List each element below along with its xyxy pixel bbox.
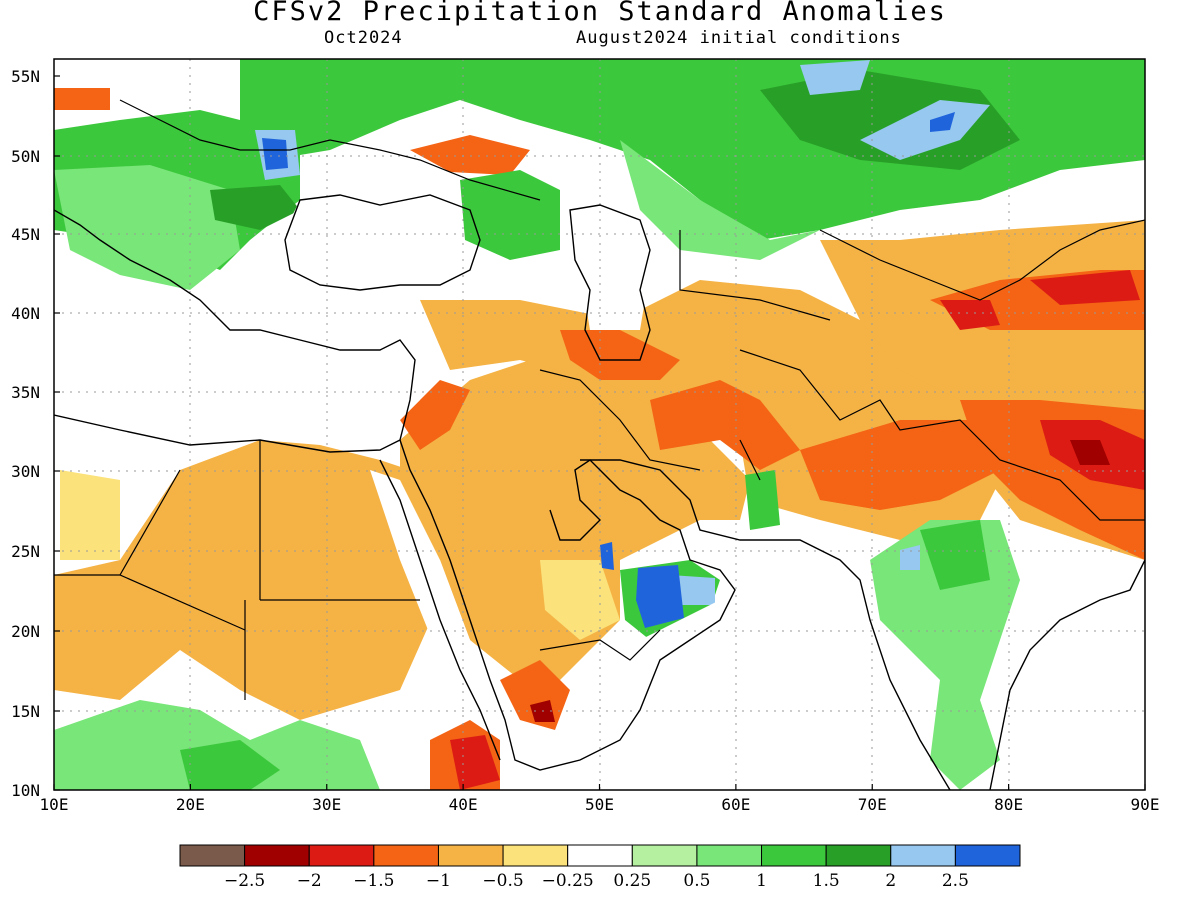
anomaly-region-siberia-extreme [930,112,955,132]
anomaly-region-gulf-very-wet [600,542,614,570]
colorbar-swatch [179,844,246,867]
chart-title: CFSv2 Precipitation Standard Anomalies [253,0,947,27]
colorbar-label: −0.25 [542,871,594,891]
lat-tick-label: 10N [11,781,40,800]
anomaly-region-russia-wet-light [620,140,820,260]
anomaly-neutral-caspian [570,210,650,330]
anomaly-region-caspian-n-deficit [410,135,530,175]
lat-tick-label: 15N [11,702,40,721]
lon-tick-label: 70E [858,795,887,814]
anomaly-region-iran-wet-deficit [560,330,680,380]
map-panel [54,59,1145,790]
colorbar-label: −2.5 [224,871,265,891]
forecast-month: Oct2024 [324,28,403,48]
lat-tick-label: 25N [11,542,40,561]
anomaly-neutral-red-sea [370,470,490,720]
lat-tick-label: 30N [11,462,40,481]
colorbar-label: −1 [426,871,451,891]
colorbar-swatch [761,844,827,867]
anomaly-region-caucasus-wet [460,170,560,260]
colorbar-label: 0.25 [613,871,651,891]
anomaly-region-ukraine-wet [210,185,300,230]
anomaly-region-kyrgyz-severe [940,300,1000,330]
colorbar-label: −1.5 [353,871,394,891]
latitude-ticks: 55N 50N 45N 40N 35N 30N 25N 20N 15N 10N [11,67,60,800]
lat-tick-label: 45N [11,225,40,244]
colorbar-label: 1.5 [813,871,840,891]
lon-tick-label: 90E [1131,795,1160,814]
lat-tick-label: 55N [11,67,40,86]
colorbar-swatch [825,844,892,867]
longitude-ticks: 10E 20E 30E 40E 50E 60E 70E 80E 90E [40,784,1160,814]
anomaly-region-afghanistan-deficit [650,380,800,470]
lat-tick-label: 20N [11,622,40,641]
anomaly-region-sahara-light [60,470,120,560]
anomaly-region-kazakhstan-wet [760,70,1020,170]
lat-tick-label: 50N [11,147,40,166]
anomaly-neutral-black-sea [280,195,460,300]
colorbar-swatch [308,844,375,867]
lat-tick-label: 35N [11,383,40,402]
colorbar-label: 2 [885,871,896,891]
anomaly-region-urals-very-wet [800,60,870,95]
anomaly-region-pakistan-deficit [800,420,1000,510]
anomaly-region-india-very-wet [900,545,920,570]
anomaly-region-tarim-severe [1030,270,1140,305]
colorbar-swatch [890,844,956,867]
anomaly-region-oman-extreme [636,565,684,628]
colorbar-swatch [373,844,439,867]
anomaly-region-siberia-very-wet [860,100,990,160]
colorbar-label: 1 [756,871,767,891]
anomaly-region-indus-wet [745,470,780,530]
colorbar-swatch [567,844,633,867]
lon-tick-label: 10E [40,795,69,814]
anomaly-neutral-arabian-sea [560,560,940,790]
lon-tick-label: 20E [176,795,205,814]
lon-tick-label: 40E [449,795,478,814]
anomaly-region-india-wet [870,520,1020,790]
colorbar-label: 0.5 [683,871,710,891]
lon-tick-label: 60E [721,795,750,814]
anomaly-region-poland-deficit [54,88,110,110]
anomaly-neutral-mediterranean [54,300,420,440]
colorbar-swatch [437,844,504,867]
grid [54,59,1145,790]
anomaly-region-africa-dry [54,440,440,720]
colorbar-swatch [502,844,569,867]
colorbar-swatch [954,844,1021,867]
coastlines [54,194,1145,790]
anomaly-region-sahel-wet-strong [180,740,280,790]
anomaly-region-iraq-deficit [400,380,470,450]
anomaly-region-central-europe-extreme [262,138,288,170]
colorbar: −2.5 −2 −1.5 −1 −0.5 −0.25 0.25 0.5 1 1.5 2 2.5 [179,844,1021,891]
lon-tick-label: 50E [585,795,614,814]
anomaly-region-europe-wet-light [54,165,240,290]
colorbar-swatch [631,844,698,867]
borders [54,99,1145,700]
initial-conditions: August2024 initial conditions [576,28,902,48]
anomaly-region-india-wet-strong [920,520,990,590]
colorbar-swatch [244,844,310,867]
colorbar-swatch [696,844,763,867]
colorbar-label: 2.5 [942,871,969,891]
colorbar-label: −0.5 [482,871,523,891]
anomaly-region-tibet-extreme [1070,440,1110,465]
lon-tick-label: 30E [312,795,341,814]
lon-tick-label: 80E [994,795,1023,814]
colorbar-label: −2 [297,871,322,891]
lat-tick-label: 40N [11,304,40,323]
